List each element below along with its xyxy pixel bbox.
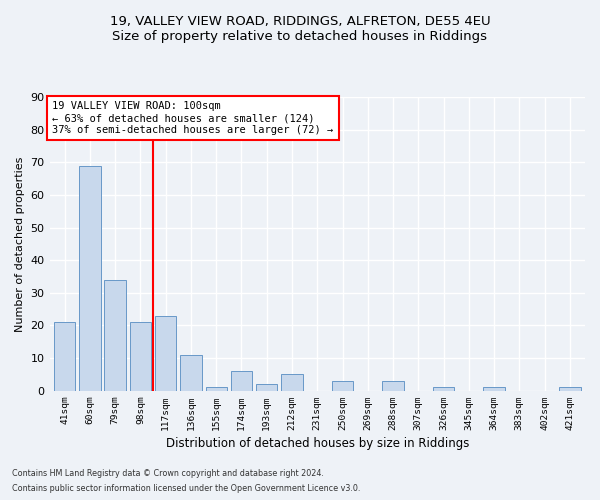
Bar — [382, 381, 404, 390]
Bar — [180, 355, 202, 390]
Text: Contains public sector information licensed under the Open Government Licence v3: Contains public sector information licen… — [12, 484, 361, 493]
Bar — [155, 316, 176, 390]
Bar — [130, 322, 151, 390]
Bar — [206, 388, 227, 390]
X-axis label: Distribution of detached houses by size in Riddings: Distribution of detached houses by size … — [166, 437, 469, 450]
Text: 19, VALLEY VIEW ROAD, RIDDINGS, ALFRETON, DE55 4EU
Size of property relative to : 19, VALLEY VIEW ROAD, RIDDINGS, ALFRETON… — [110, 15, 490, 43]
Bar — [281, 374, 303, 390]
Bar — [104, 280, 126, 390]
Bar — [54, 322, 76, 390]
Bar — [332, 381, 353, 390]
Bar — [559, 388, 581, 390]
Y-axis label: Number of detached properties: Number of detached properties — [15, 156, 25, 332]
Text: Contains HM Land Registry data © Crown copyright and database right 2024.: Contains HM Land Registry data © Crown c… — [12, 469, 324, 478]
Bar — [231, 371, 252, 390]
Bar — [256, 384, 277, 390]
Bar — [484, 388, 505, 390]
Bar — [433, 388, 454, 390]
Bar — [79, 166, 101, 390]
Text: 19 VALLEY VIEW ROAD: 100sqm
← 63% of detached houses are smaller (124)
37% of se: 19 VALLEY VIEW ROAD: 100sqm ← 63% of det… — [52, 102, 334, 134]
